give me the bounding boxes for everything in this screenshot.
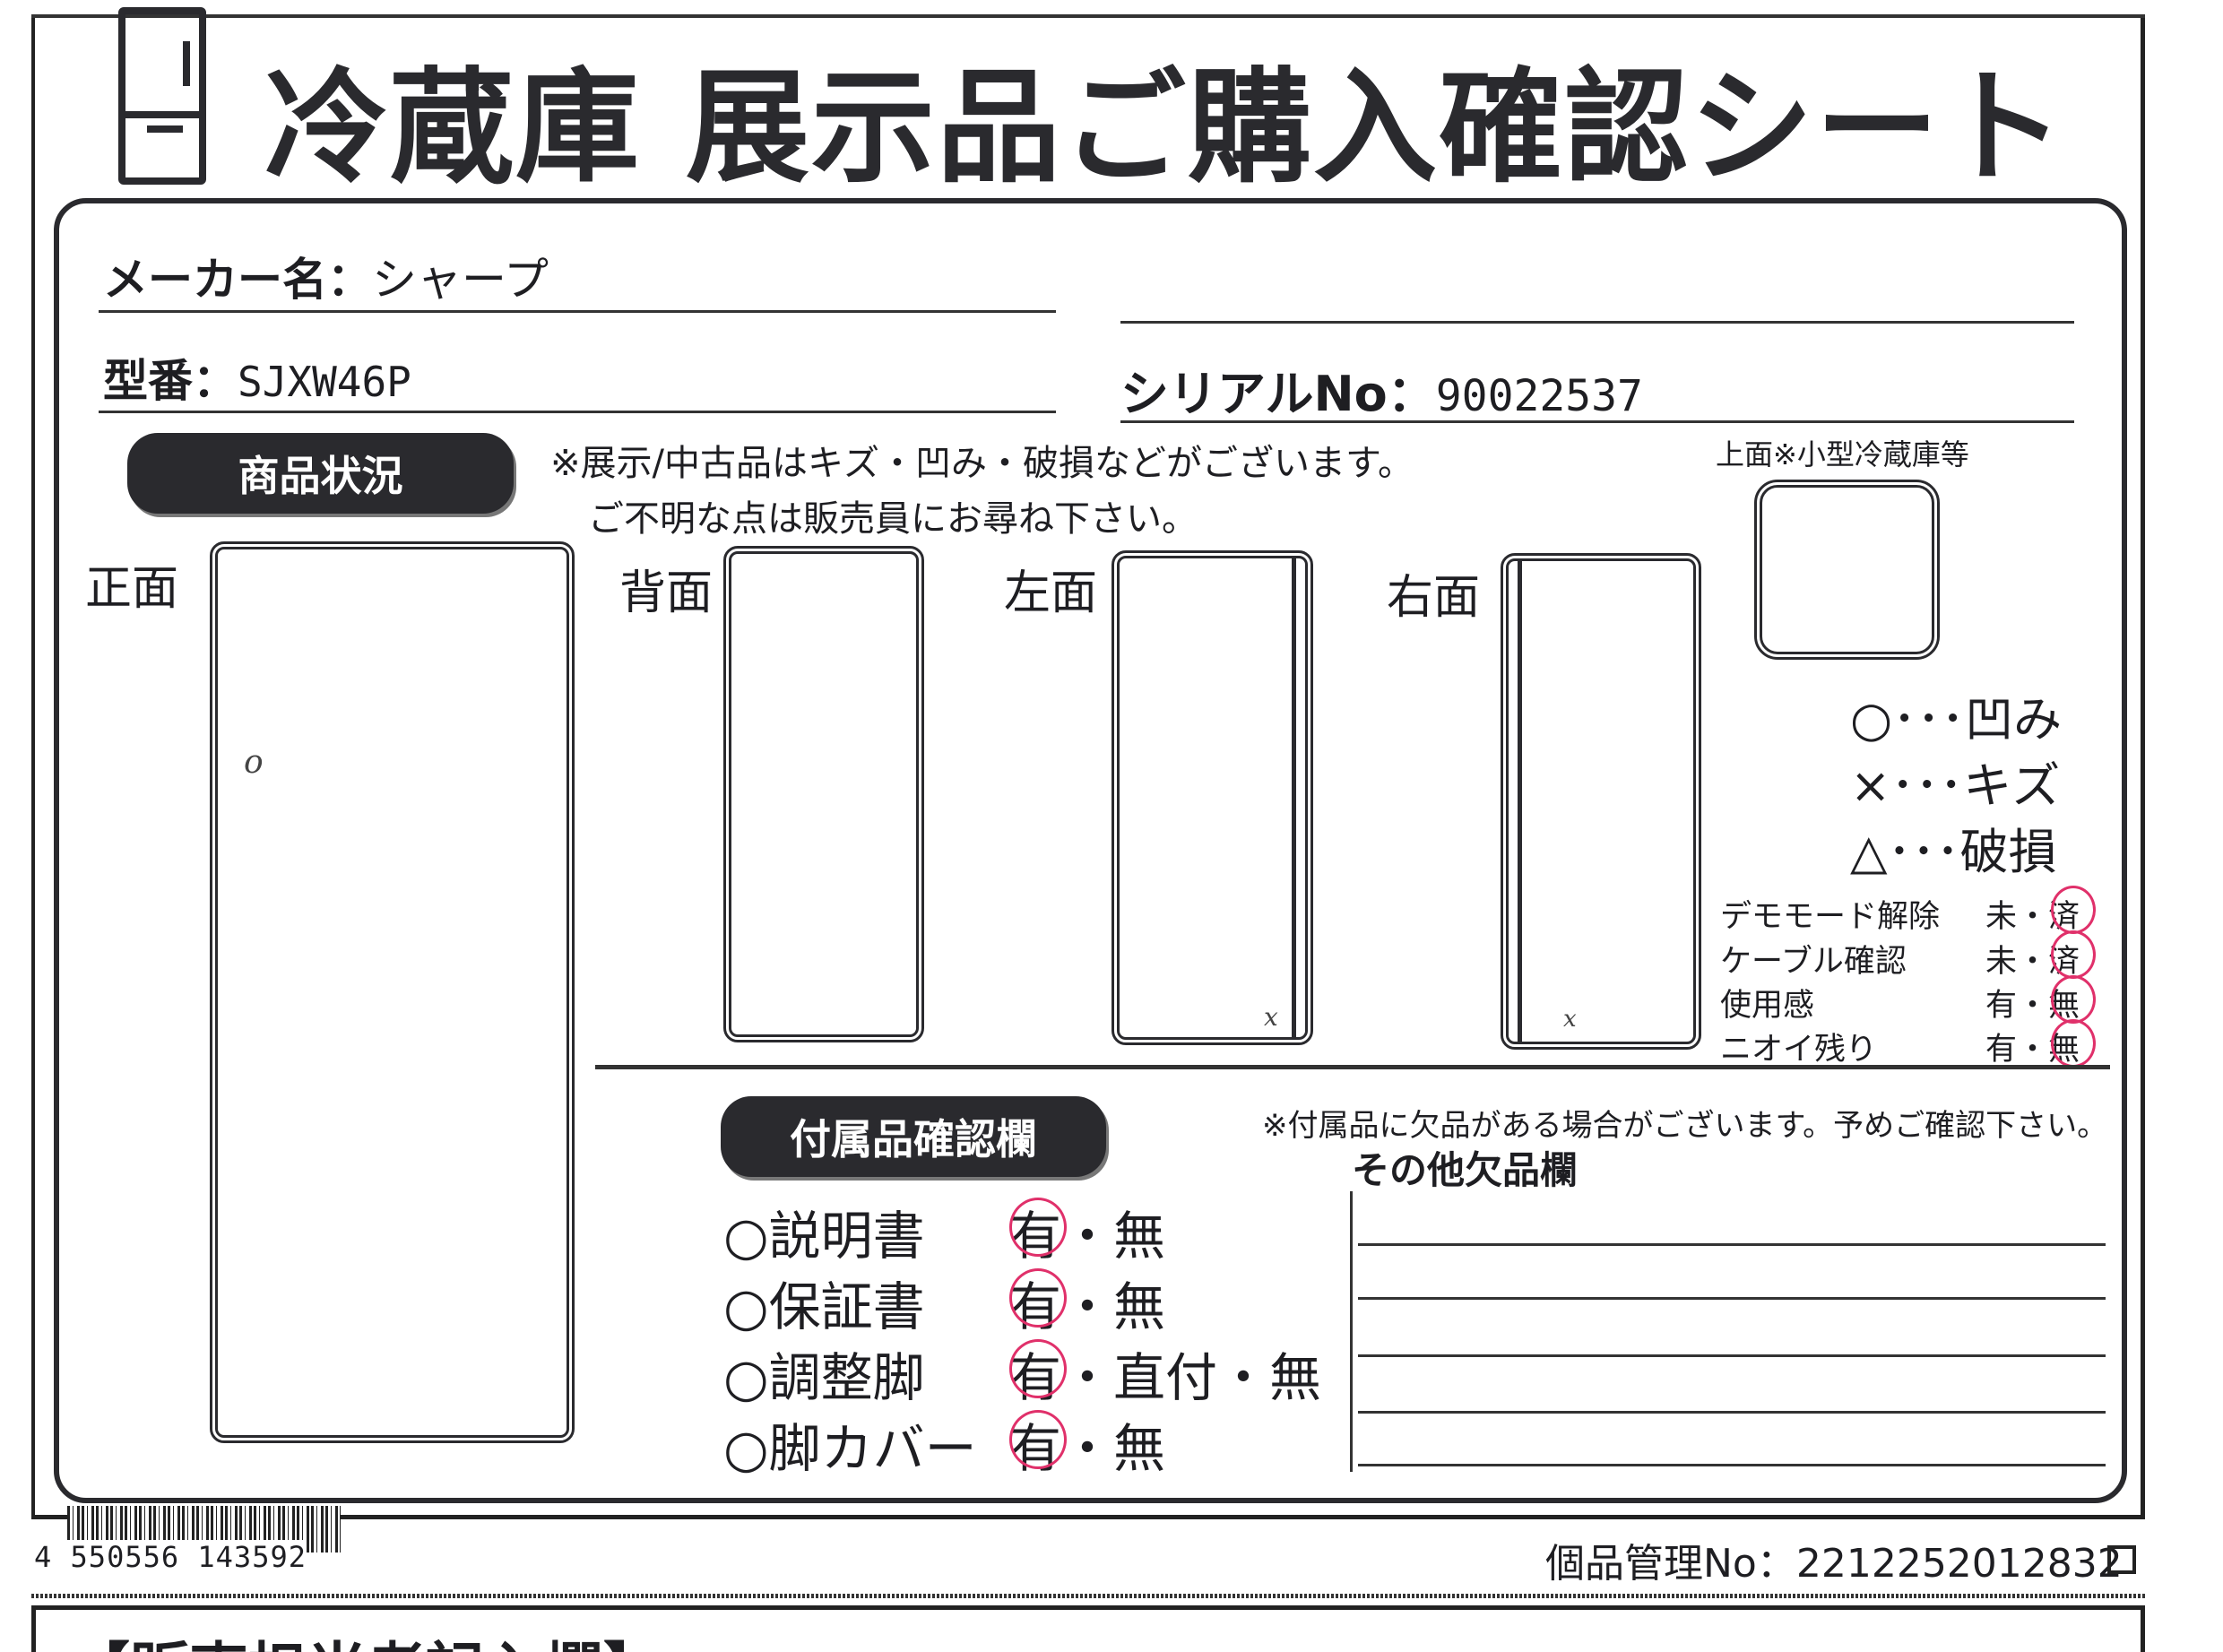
barcode-digits: 4 550556 143592 [34, 1540, 307, 1574]
model-underline [99, 411, 1056, 413]
pen-circle [2051, 1019, 2096, 1068]
staff-section-frame [31, 1605, 2145, 1652]
right-mark: x [1563, 1006, 1577, 1033]
item-number-label: 個品管理No： [1545, 1541, 1796, 1587]
right-label: 右面 [1387, 571, 1481, 625]
other-missing-heading: その他欠品欄 [1352, 1148, 1579, 1192]
page-title: 冷蔵庫 展示品ご購入確認シート [264, 56, 2067, 200]
staff-section-heading: 【販売担当者記入欄】 [71, 1622, 662, 1652]
right-view-box [1501, 553, 1701, 1050]
check-demo-mode: デモモード解除 [1720, 899, 1941, 935]
section-divider [595, 1065, 2110, 1069]
top-view-label: 上面※小型冷蔵庫等 [1716, 437, 1969, 471]
legend-damage: △･･･破損 [1850, 824, 2057, 880]
check-usage: 使用感 [1720, 988, 1815, 1024]
front-mark: o [244, 744, 264, 781]
item-number-value: 2212252012832 [1795, 1541, 2123, 1587]
cut-line [31, 1594, 2145, 1598]
serial-value: 90022537 [1435, 371, 1643, 421]
serial-label: シリアルNo： [1120, 366, 1436, 422]
accessories-note: ※付属品に欠品がある場合がございます。予めご確認下さい。 [1262, 1108, 2108, 1144]
sheet-frame [31, 14, 2145, 1519]
legend-scratch: ×･･･キズ [1850, 757, 2061, 814]
maker-underline [99, 310, 1056, 313]
check-cable: ケーブル確認 [1720, 944, 1907, 980]
model-value: SJXW46P [238, 358, 411, 406]
model-field: 型番：SJXW46P [103, 345, 411, 410]
left-mark: x [1264, 1002, 1278, 1032]
left-label: 左面 [1004, 567, 1098, 620]
accessory-warranty: ○保証書 [723, 1276, 925, 1337]
model-label: 型番： [103, 355, 238, 407]
top-rule [31, 14, 2145, 18]
pen-circle [1009, 1339, 1067, 1398]
maker-value: シャープ [372, 254, 549, 306]
blank-underline [1120, 321, 2074, 324]
pen-circle [2051, 886, 2096, 934]
maker-label: メーカー名： [103, 254, 372, 306]
pen-circle [2051, 975, 2096, 1024]
serial-underline [1120, 420, 2074, 423]
pen-circle [2051, 930, 2096, 979]
condition-note-2: ご不明な点は販売員にお尋ね下さい。 [588, 498, 1198, 540]
other-missing-lines[interactable] [1350, 1191, 2106, 1472]
form-box [54, 198, 2127, 1503]
check-odor: ニオイ残り [1720, 1032, 1878, 1068]
condition-note-1: ※展示/中古品はキズ・凹み・破損などがございます。 [550, 443, 1414, 484]
front-view-box [210, 541, 575, 1443]
accessory-adjuster-feet: ○調整脚 [723, 1347, 925, 1408]
top-view-box [1754, 480, 1940, 660]
pen-circle [1009, 1268, 1067, 1328]
serial-field: シリアルNo：90022537 [1120, 354, 1643, 425]
maker-field: メーカー名：シャープ [103, 244, 549, 308]
back-view-box [723, 546, 924, 1042]
front-label: 正面 [85, 562, 179, 616]
accessories-heading: 付属品確認欄 [721, 1096, 1106, 1177]
item-number: 個品管理No：2212252012832 [1545, 1531, 2123, 1588]
item-checkbox[interactable] [2107, 1545, 2136, 1574]
left-view-box [1112, 550, 1313, 1045]
fridge-icon [118, 7, 206, 185]
accessory-foot-cover: ○脚カバー [723, 1418, 977, 1479]
accessory-manual: ○説明書 [723, 1206, 925, 1267]
condition-heading: 商品状況 [127, 433, 514, 514]
pen-circle [1009, 1410, 1067, 1469]
legend-dent: ○･･･凹み [1850, 691, 2063, 748]
back-label: 背面 [619, 567, 714, 620]
pen-circle [1009, 1198, 1067, 1257]
